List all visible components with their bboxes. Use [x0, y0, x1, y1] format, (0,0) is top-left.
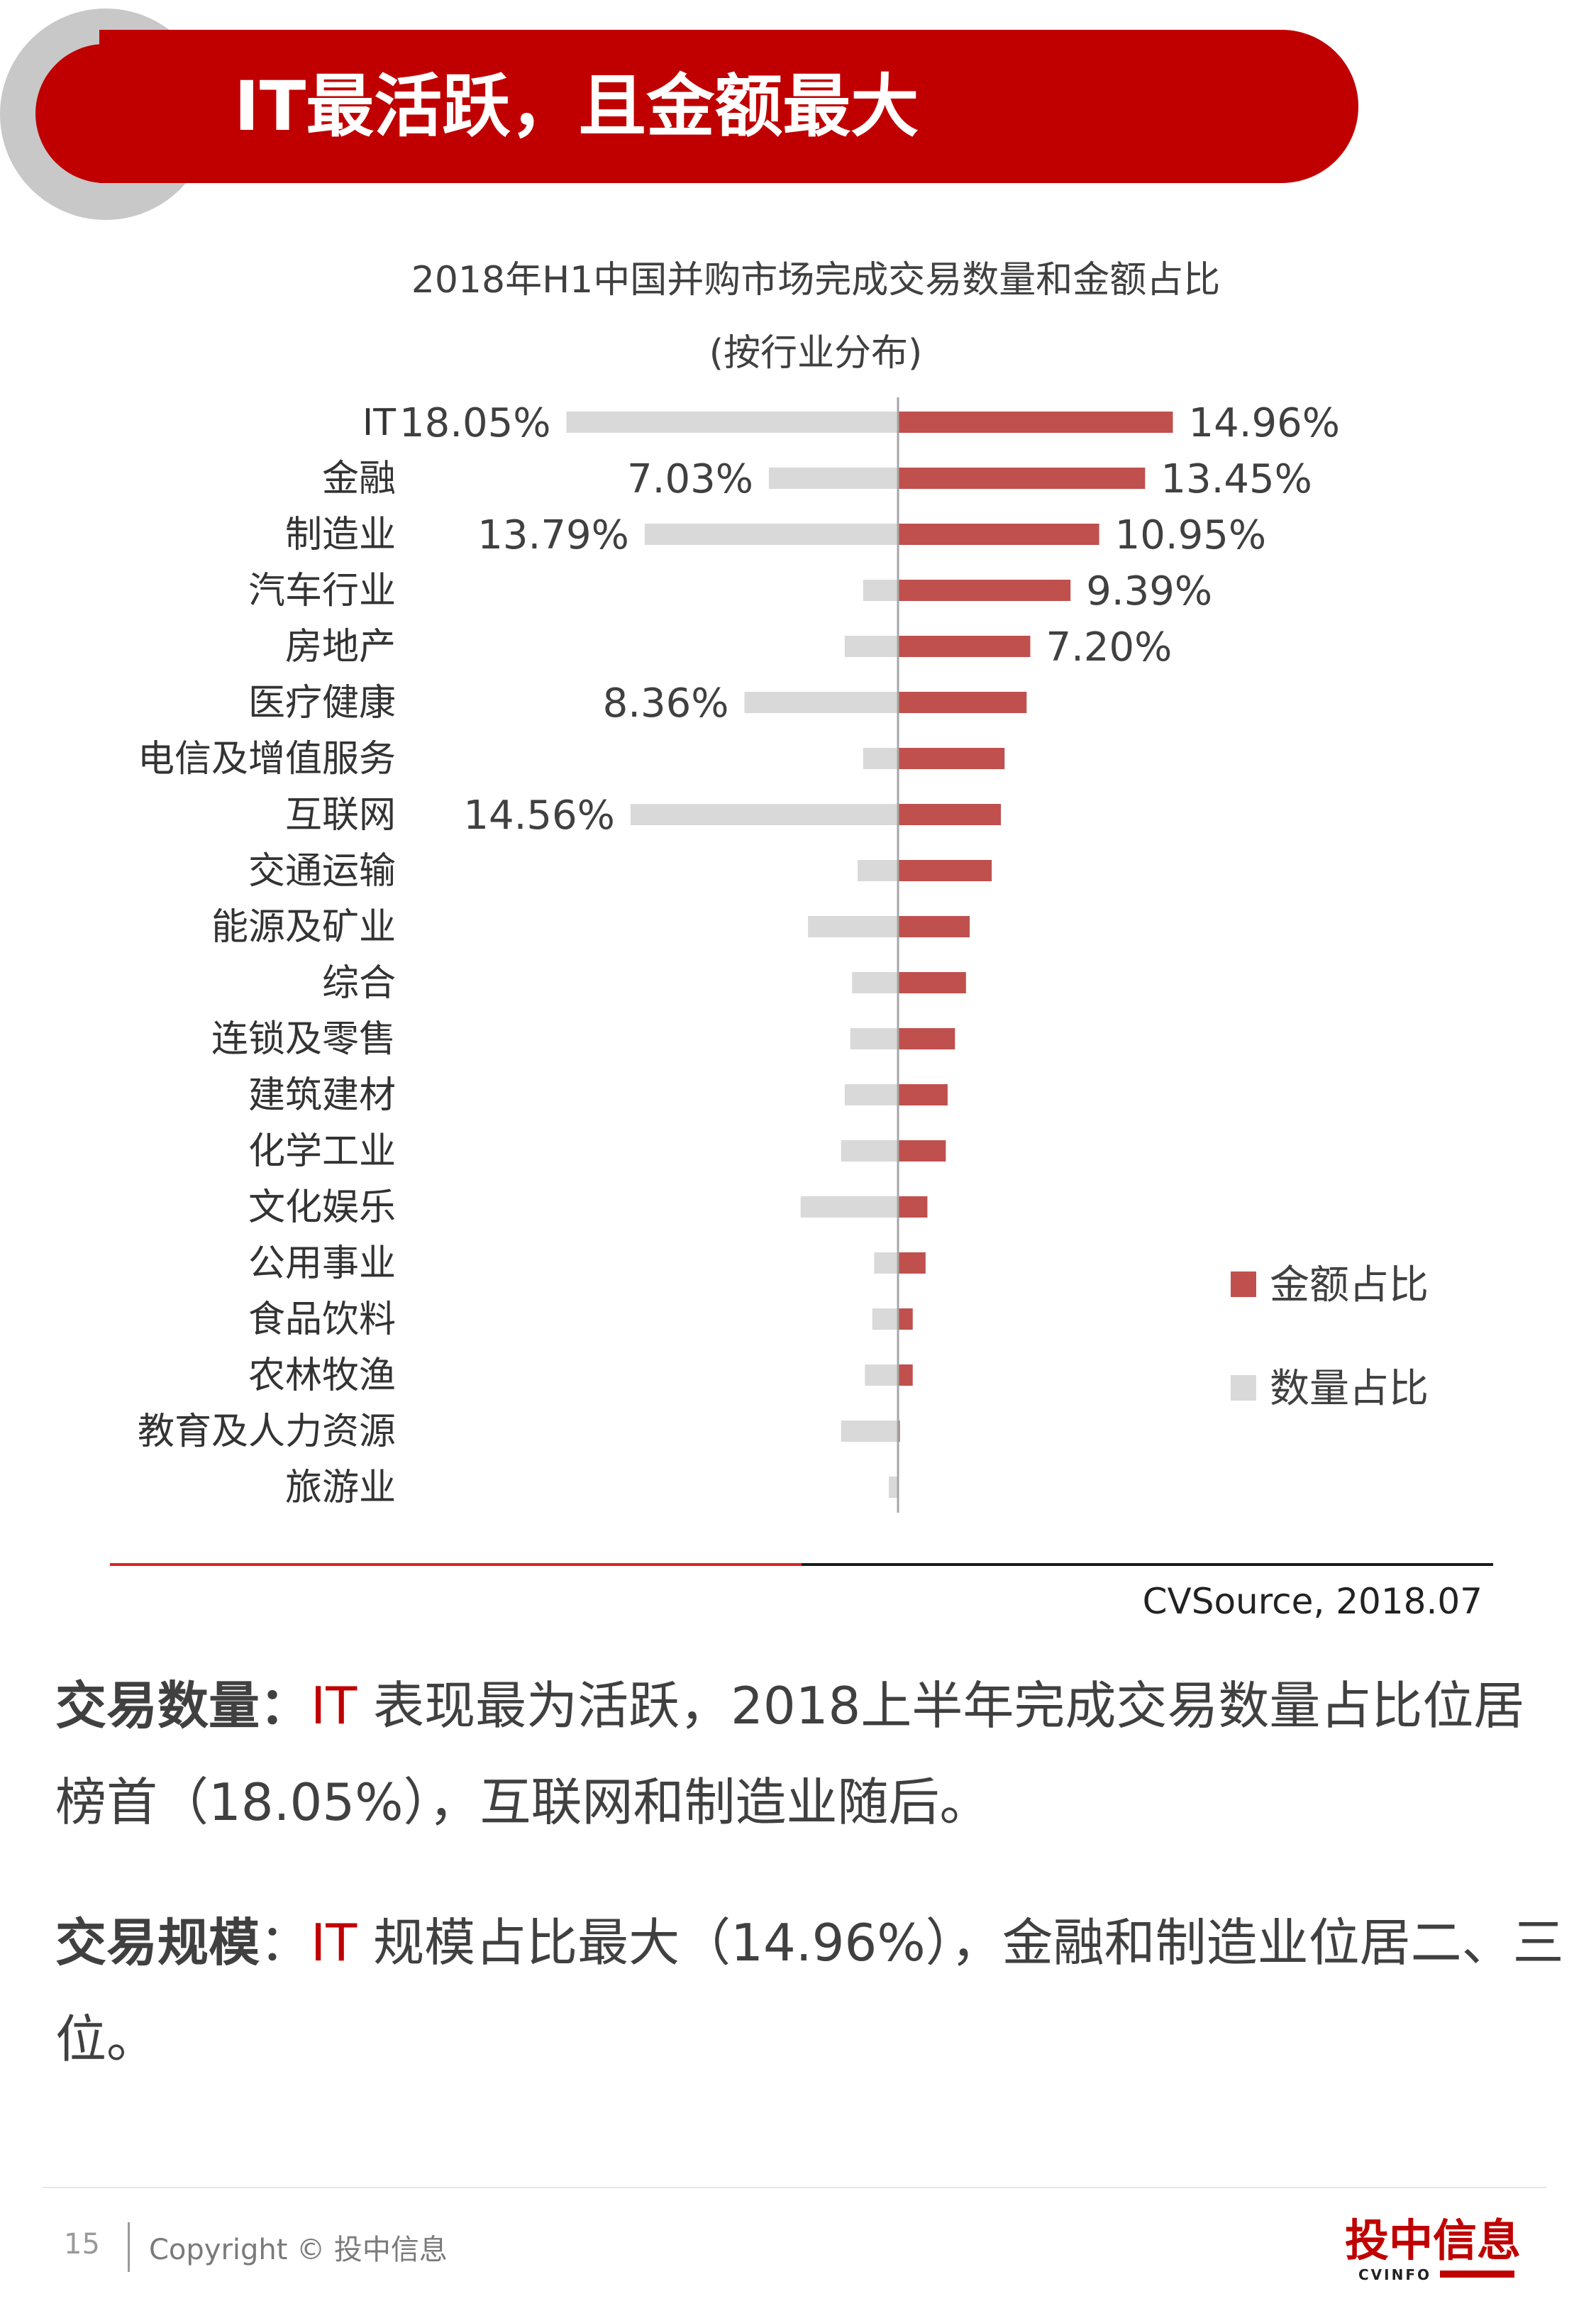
page-number: 15 [64, 2228, 100, 2261]
data-label-amount: 9.39% [1086, 568, 1212, 614]
bar-amount-share [898, 1140, 946, 1162]
bar-count-share [644, 524, 898, 545]
paragraph-text: 表现最为活跃，2018上半年完成交易数量占比位居榜首（18.05%），互联网和制… [55, 1676, 1525, 1832]
legend-swatch [1231, 1375, 1256, 1401]
bar-count-share [850, 1028, 898, 1049]
header-decor-dot [35, 44, 174, 183]
legend-label: 金额占比 [1270, 1262, 1429, 1308]
category-label: 农林牧渔 [248, 1355, 396, 1397]
bar-amount-share [898, 972, 966, 993]
bar-amount-share [898, 468, 1146, 489]
bar-count-share [863, 580, 898, 601]
brand-logo-cn: 投中信息 [1344, 2214, 1521, 2266]
bars-layer [566, 412, 1173, 1498]
bar-amount-share [898, 1028, 955, 1049]
bar-count-share [744, 692, 898, 713]
data-label-amount: 13.45% [1160, 456, 1312, 502]
bar-count-share [874, 1252, 898, 1274]
category-label: 公用事业 [248, 1242, 396, 1285]
bar-count-share [808, 916, 898, 937]
data-label-amount: 14.96% [1188, 400, 1340, 446]
category-label: 旅游业 [285, 1467, 396, 1509]
chart-subtitle: (按行业分布) [709, 332, 923, 375]
category-label: 医疗健康 [248, 682, 396, 724]
category-label: 文化娱乐 [248, 1186, 396, 1229]
bar-amount-share [898, 1196, 928, 1218]
bar-amount-share [898, 580, 1071, 601]
bar-amount-share [898, 804, 1002, 825]
bar-amount-share [898, 916, 970, 937]
category-label: 电信及增值服务 [138, 738, 396, 780]
category-label: 金融 [322, 458, 396, 500]
bar-count-share [844, 636, 898, 657]
bar-amount-share [898, 412, 1173, 433]
chart: IT 14.96% 18.05%金融 13.45% 7.03% 制造业 10.95% 13.7… [110, 397, 1493, 1566]
brand-logo-en: CVINFO [1358, 2266, 1431, 2283]
category-label: 综合 [322, 962, 396, 1005]
labels-layer: IT 14.96% 18.05%金融 13.45% 7.03% 制造业 10.95% 13.7… [138, 400, 1340, 1509]
bar-count-share [889, 1477, 898, 1498]
paragraph-accent: IT [311, 1913, 358, 1973]
chart-source: CVSource, 2018.07 [1142, 1581, 1483, 1622]
bar-amount-share [898, 692, 1027, 713]
data-label-count: 18.05% [399, 400, 551, 446]
category-label: 交通运输 [248, 850, 396, 893]
bar-count-share [841, 1420, 898, 1442]
page-title: IT最活跃，且金额最大 [234, 67, 919, 146]
footer-divider [43, 2187, 1546, 2188]
category-label: 教育及人力资源 [138, 1411, 396, 1453]
paragraph-transaction-scale: 交易规模：IT 规模占比最大（14.96%），金融和制造业位居二、三位。 [55, 1894, 1573, 2087]
data-label-count: 7.03% [627, 456, 753, 502]
paragraph-label: 交易规模 [55, 1913, 260, 1973]
paragraph-label: 交易数量： [55, 1676, 311, 1736]
chart-title: 2018年H1中国并购市场完成交易数量和金额占比 [411, 259, 1221, 302]
category-label: 连锁及零售 [211, 1018, 396, 1061]
bar-amount-share [898, 1084, 948, 1105]
copyright: Copyright © 投中信息 [149, 2234, 448, 2266]
paragraph-text: 规模占比最大（14.96%），金融和制造业位居二、三位。 [55, 1913, 1564, 2069]
brand-logo-bar [1440, 2271, 1514, 2278]
bar-count-share [863, 748, 898, 769]
header-banner [99, 30, 1358, 183]
data-label-count: 13.79% [477, 512, 629, 558]
brand-logo: 投中信息 CVINFO [1344, 2214, 1522, 2284]
bar-amount-share [898, 860, 992, 881]
category-label: 汽车行业 [248, 570, 396, 612]
category-label: 建筑建材 [248, 1074, 396, 1117]
data-label-count: 14.56% [463, 793, 615, 839]
bar-count-share [800, 1196, 898, 1218]
data-label-amount: 7.20% [1046, 624, 1172, 671]
bar-amount-share [898, 524, 1099, 545]
category-label: 房地产 [285, 626, 396, 668]
bar-count-share [858, 860, 898, 881]
bar-amount-share [898, 636, 1031, 657]
bar-count-share [768, 468, 898, 489]
bar-count-share [844, 1084, 898, 1105]
bar-count-share [872, 1308, 898, 1330]
category-label: 制造业 [285, 514, 396, 556]
category-label: IT [362, 402, 396, 444]
bar-count-share [566, 412, 898, 433]
paragraph-colon: ： [260, 1913, 311, 1973]
bar-amount-share [898, 1364, 913, 1386]
category-label: 互联网 [285, 794, 396, 837]
bar-count-share [865, 1364, 898, 1386]
category-label: 能源及矿业 [211, 906, 396, 949]
bar-count-share [841, 1140, 898, 1162]
category-label: 食品饮料 [248, 1298, 396, 1341]
data-label-amount: 10.95% [1115, 512, 1267, 558]
data-label-count: 8.36% [603, 680, 729, 727]
category-label: 化学工业 [248, 1130, 396, 1173]
bar-count-share [852, 972, 898, 993]
legend-swatch [1231, 1271, 1256, 1297]
legend-label: 数量占比 [1270, 1366, 1429, 1412]
bar-amount-share [898, 1308, 913, 1330]
bar-amount-share [898, 1252, 926, 1274]
bar-count-share [630, 804, 898, 825]
paragraph-accent: IT [311, 1676, 358, 1736]
paragraph-transaction-count: 交易数量：IT 表现最为活跃，2018上半年完成交易数量占比位居榜首（18.05… [55, 1657, 1573, 1850]
bar-amount-share [898, 748, 1005, 769]
footer-separator [128, 2222, 130, 2272]
